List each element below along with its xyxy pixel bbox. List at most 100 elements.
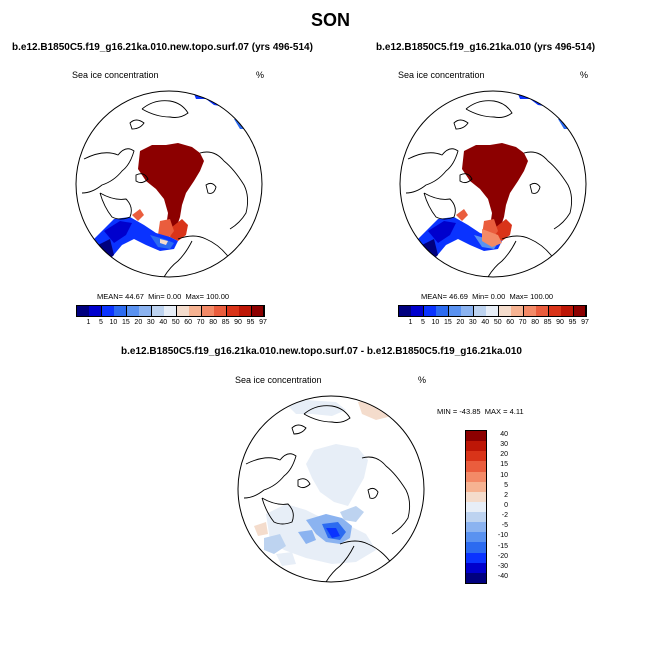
panel1-colorbar-swatch-14	[251, 306, 265, 316]
panel1-mean-label: MEAN=	[97, 292, 124, 301]
panel1-colorbar-tick: 97	[259, 319, 267, 326]
panel3-colorbar	[465, 430, 487, 584]
panel2-colorbar-tick: 40	[481, 319, 490, 326]
panel2-units: %	[580, 70, 589, 80]
panel1-colorbar-swatch-7	[164, 306, 178, 316]
panel1-colorbar-swatch-4	[126, 306, 140, 316]
panel1-colorbar-tick: 40	[159, 319, 168, 326]
panel2-colorbar-swatch-13	[561, 306, 575, 316]
panel2-mean: 46.69	[449, 292, 468, 301]
panel1-colorbar-tick: 20	[134, 319, 143, 326]
panel3-colorbar-swatch-14	[466, 572, 486, 584]
panel3-colorbar-swatch-7	[466, 501, 486, 513]
panel1-max: 100.00	[206, 292, 230, 301]
panel2-mean-label: MEAN=	[421, 292, 448, 301]
panel1-units: %	[256, 70, 265, 80]
panel2-stats: MEAN= 46.69 Min= 0.00 Max= 100.00	[421, 292, 553, 301]
panel2-colorbar-swatch-14	[573, 306, 587, 316]
panel2-title: b.e12.B1850C5.f19_g16.21ka.010 (yrs 496-…	[376, 42, 596, 53]
panel2-colorbar-tick: 90	[556, 319, 564, 326]
panel1-colorbar-tick: 50	[171, 319, 180, 326]
panel2-colorbar-tick: 15	[443, 319, 452, 326]
panel3-colorbar-swatch-0	[466, 431, 486, 442]
panel3-max-label: MAX =	[484, 407, 508, 416]
panel3-units: %	[418, 375, 427, 385]
panel2-min: 0.00	[490, 292, 506, 301]
panel1-title: b.e12.B1850C5.f19_g16.21ka.010.new.topo.…	[12, 42, 313, 53]
panel3-colorbar-swatch-12	[466, 552, 486, 564]
panel2-colorbar-swatch-12	[548, 306, 562, 316]
panel1-min-label: Min=	[148, 292, 165, 301]
panel3-colorbar-tick: -5	[501, 522, 508, 530]
panel1-colorbar-tick: 5	[98, 319, 103, 326]
panel3-colorbar-swatch-3	[466, 461, 486, 473]
panel2-colorbar-swatch-1	[411, 306, 425, 316]
panel3-colorbar-tick: -2	[501, 512, 508, 520]
panel3-colorbar-tick: -10	[497, 532, 508, 540]
panel1-colorbar-tick: 15	[121, 319, 130, 326]
panel3-min: -43.85	[459, 407, 481, 416]
panel1-colorbar-tick: 85	[221, 319, 230, 326]
panel2-variable: Sea ice concentration	[398, 70, 485, 80]
panel3-colorbar-swatch-9	[466, 522, 486, 533]
panel1-colorbar-swatch-2	[101, 306, 115, 316]
panel3-colorbar-swatch-11	[466, 542, 486, 554]
panel3-colorbar-ticks: 40 30 20 15 10 5 2 0 -2 -5 -10 -15 -20 -30 -40	[468, 430, 508, 582]
panel1-colorbar-tick: 10	[109, 319, 118, 326]
panel3-colorbar-tick: 5	[504, 481, 508, 489]
panel1-min: 0.00	[166, 292, 182, 301]
panel1-colorbar-tick: 30	[146, 319, 155, 326]
panel3-colorbar-tick: -15	[497, 542, 508, 550]
panel2-colorbar-tick: 85	[543, 319, 552, 326]
panel1-max-label: Max=	[185, 292, 205, 301]
panel3-stats: MIN = -43.85 MAX = 4.11	[437, 407, 524, 416]
panel2-colorbar-swatch-2	[423, 306, 437, 316]
panel2-colorbar-swatch-4	[448, 306, 462, 316]
panel2-colorbar-swatch-6	[473, 306, 487, 316]
panel3-colorbar-tick: 40	[500, 431, 508, 439]
panel2-colorbar-tick: 70	[518, 319, 527, 326]
panel1-colorbar-tick: 1	[86, 319, 91, 326]
panel3-colorbar-tick: 15	[500, 461, 508, 469]
panel3-colorbar-tick: 20	[500, 451, 508, 459]
panel2-colorbar	[398, 305, 587, 317]
panel3-colorbar-tick: -30	[497, 562, 508, 570]
page-title: SON	[310, 10, 350, 30]
panel1-colorbar-swatch-13	[239, 306, 253, 316]
panel2-colorbar-swatch-8	[498, 306, 512, 316]
panel3-colorbar-swatch-8	[466, 512, 486, 523]
panel2-colorbar-tick: 95	[568, 319, 577, 326]
panel3-colorbar-tick: -40	[497, 572, 508, 580]
panel3-colorbar-tick: 10	[500, 471, 508, 479]
panel3-min-label: MIN =	[437, 407, 458, 416]
panel1-colorbar-tick: 70	[196, 319, 205, 326]
panel2-min-label: Min=	[472, 292, 489, 301]
panel2-colorbar-tick: 20	[456, 319, 465, 326]
panel2-max-label: Max=	[509, 292, 529, 301]
panel1-colorbar-swatch-1	[89, 306, 103, 316]
panel2-polar-map	[399, 90, 587, 278]
panel2-colorbar-swatch-7	[486, 306, 500, 316]
panel1-colorbar-swatch-5	[139, 306, 153, 316]
panel1-colorbar-swatch-9	[189, 306, 203, 316]
panel1-stats: MEAN= 44.67 Min= 0.00 Max= 100.00	[97, 292, 229, 301]
panel3-colorbar-swatch-13	[466, 562, 486, 574]
panel3-variable: Sea ice concentration	[235, 375, 322, 385]
panel2-colorbar-tick: 1	[408, 319, 413, 326]
panel1-colorbar-swatch-0	[77, 306, 90, 316]
panel3-max: 4.11	[509, 407, 524, 416]
panel2-colorbar-swatch-3	[436, 306, 450, 316]
panel1-colorbar-swatch-10	[201, 306, 215, 316]
panel1-colorbar-swatch-11	[214, 306, 228, 316]
panel1-colorbar-swatch-8	[176, 306, 190, 316]
panel3-polar-map	[237, 395, 425, 583]
panel1-mean: 44.67	[125, 292, 144, 301]
panel1-colorbar-tick: 95	[246, 319, 255, 326]
panel1-colorbar	[76, 305, 265, 317]
panel3-colorbar-swatch-6	[466, 491, 486, 503]
panel1-variable: Sea ice concentration	[72, 70, 159, 80]
panel2-max: 100.00	[530, 292, 554, 301]
panel1-colorbar-swatch-3	[114, 306, 128, 316]
panel2-colorbar-swatch-11	[536, 306, 550, 316]
panel2-colorbar-tick: 60	[506, 319, 515, 326]
